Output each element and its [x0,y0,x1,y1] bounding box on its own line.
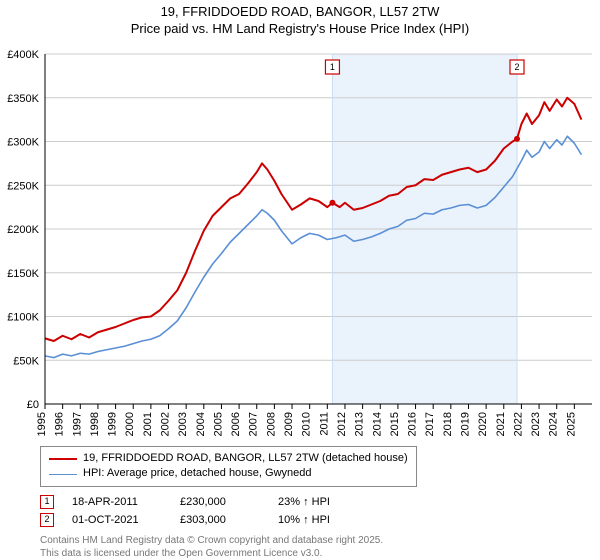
x-tick-label: 2000 [124,412,136,436]
x-tick-label: 2019 [459,412,471,436]
x-tick-label: 2011 [318,412,330,436]
y-tick-label: £300K [7,137,39,149]
marker-label: 2 [515,62,520,72]
x-tick-label: 1995 [36,412,48,436]
x-tick-label: 2001 [142,412,154,436]
line-chart-svg: £0 £50K £100K £150K £200K £250K £300K £350K £400… [0,44,600,444]
y-tick-label: £400K [7,49,39,61]
sale-data-points: 1 18-APR-2011 £230,000 23% ↑ HPI 2 01-OCT-202… [40,495,580,527]
x-tick-label: 2022 [512,412,524,436]
title-line1: 19, FFRIDDOEDD ROAD, BANGOR, LL57 2TW [0,4,600,21]
x-tick-label: 2018 [442,412,454,436]
x-tick-label: 2021 [495,412,507,436]
title-line2: Price paid vs. HM Land Registry's House … [0,21,600,38]
sale-dot [514,136,520,142]
legend-item: 19, FFRIDDOEDD ROAD, BANGOR, LL57 2TW (d… [49,451,408,466]
x-tick-label: 2005 [212,412,224,436]
legend-label: 19, FFRIDDOEDD ROAD, BANGOR, LL57 2TW (d… [83,451,408,466]
x-tick-label: 2002 [160,412,172,436]
x-tick-label: 1998 [89,412,101,436]
x-tick-label: 2024 [548,412,560,436]
y-tick-label: £200K [7,224,39,236]
legend-swatch [49,458,77,460]
x-tick-label: 2015 [389,412,401,436]
chart-title: 19, FFRIDDOEDD ROAD, BANGOR, LL57 2TW Pr… [0,4,600,38]
sale-price: £303,000 [180,514,260,526]
legend-box: 19, FFRIDDOEDD ROAD, BANGOR, LL57 2TW (d… [40,446,417,487]
y-tick-label: £150K [7,268,39,280]
x-tick-label: 2004 [195,412,207,436]
x-tick-label: 2010 [301,412,313,436]
x-tick-label: 2025 [565,412,577,436]
x-tick-label: 2006 [230,412,242,436]
data-point-row: 1 18-APR-2011 £230,000 23% ↑ HPI [40,495,580,509]
x-tick-label: 2012 [336,412,348,436]
attribution-footer: Contains HM Land Registry data © Crown c… [40,535,383,560]
sale-delta: 23% ↑ HPI [278,496,378,508]
x-tick-label: 1999 [107,412,119,436]
y-tick-label: £50K [13,355,39,367]
sale-price: £230,000 [180,496,260,508]
x-tick-label: 2020 [477,412,489,436]
y-tick-label: £0 [27,399,39,411]
footer-line2: This data is licensed under the Open Gov… [40,548,383,560]
y-tick-label: £100K [7,312,39,324]
legend-label: HPI: Average price, detached house, Gwyn… [83,466,312,481]
sale-dot [329,200,335,206]
sale-date: 18-APR-2011 [72,496,162,508]
x-tick-label: 2007 [248,412,260,436]
y-tick-label: £350K [7,93,39,105]
legend-area: 19, FFRIDDOEDD ROAD, BANGOR, LL57 2TW (d… [40,446,580,531]
x-tick-label: 1997 [71,412,83,436]
legend-swatch [49,474,77,475]
legend-item: HPI: Average price, detached house, Gwyn… [49,466,408,481]
marker-icon: 2 [40,513,54,527]
x-tick-label: 2003 [177,412,189,436]
sale-date: 01-OCT-2021 [72,514,162,526]
footer-line1: Contains HM Land Registry data © Crown c… [40,535,383,548]
x-tick-label: 2023 [530,412,542,436]
x-tick-label: 2013 [354,412,366,436]
x-tick-label: 2014 [371,412,383,436]
x-tick-label: 1996 [54,412,66,436]
data-point-row: 2 01-OCT-2021 £303,000 10% ↑ HPI [40,513,580,527]
marker-label: 1 [330,62,335,72]
x-tick-label: 2016 [407,412,419,436]
sale-delta: 10% ↑ HPI [278,514,378,526]
chart-area: £0 £50K £100K £150K £200K £250K £300K £350K £400… [0,44,600,444]
y-tick-label: £250K [7,180,39,192]
x-tick-label: 2017 [424,412,436,436]
x-tick-label: 2009 [283,412,295,436]
x-tick-label: 2008 [265,412,277,436]
marker-icon: 1 [40,495,54,509]
